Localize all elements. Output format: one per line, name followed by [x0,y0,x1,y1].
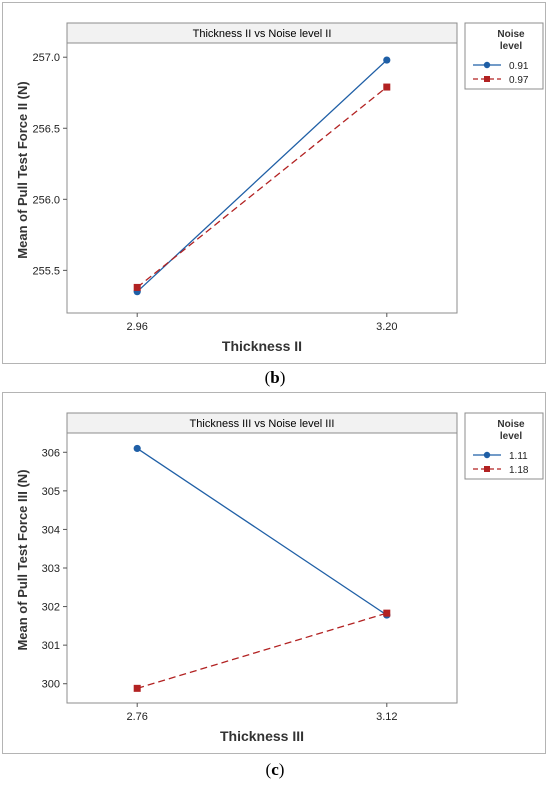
chart-panel-c-frame: Thickness III vs Noise level III 300 301 30… [2,392,546,754]
x-tick-label: 2.96 [126,321,147,333]
x-tick-label: 3.12 [376,711,397,723]
series-line-0.91 [136,59,388,293]
legend-marker-1.18 [484,466,490,472]
legend-title-line1: Noise [497,29,525,40]
data-point-0.97 [133,283,141,291]
x-tick-label: 2.76 [126,711,147,723]
data-point-0.91 [383,56,391,64]
plot-area [66,22,458,314]
data-point-0.97 [383,83,391,91]
chart-title-strip [66,22,458,44]
x-axis-label: Thickness II [222,338,302,354]
legend-marker-0.97 [484,76,490,82]
y-tick-label: 302 [42,602,60,614]
chart-title: Thickness III vs Noise level III [190,418,335,430]
y-tick-label: 256.5 [32,123,60,135]
x-tick-label: 3.20 [376,321,397,333]
panel-label-b: (b) [264,368,286,387]
chart-title-strip [66,412,458,434]
data-point-1.18 [383,609,391,617]
series-line-1.11 [136,447,388,616]
legend-label-0.97: 0.97 [509,75,529,86]
y-tick-label: 301 [42,640,60,652]
legend-title-line2: level [500,431,522,442]
y-tick-label: 306 [42,447,60,459]
chart-panel-b-frame: Thickness II vs Noise level II 255.5 256.0… [2,2,546,364]
legend-label-1.11: 1.11 [509,451,528,462]
legend-title-line2: level [500,41,522,52]
legend-marker-0.91 [483,61,491,69]
data-point-1.11 [133,444,141,453]
legend-box [464,412,544,480]
y-tick-label: 303 [42,563,60,575]
y-tick-label: 255.5 [32,265,60,277]
x-axis-label: Thickness III [220,728,304,744]
panel-label-c: (c) [265,760,285,779]
plot-area [66,412,458,704]
y-axis-label: Mean of Pull Test Force III (N) [15,469,30,650]
chart-title: Thickness II vs Noise level II [193,28,332,40]
legend-marker-1.11 [483,451,491,459]
data-point-1.18 [133,684,141,692]
y-tick-label: 304 [42,524,60,536]
y-axis-label: Mean of Pull Test Force II (N) [15,81,30,258]
y-tick-label: 257.0 [32,52,60,64]
legend-title-line1: Noise [497,419,525,430]
series-line-0.97 [136,86,388,288]
y-tick-label: 300 [42,679,60,691]
chart-c: Thickness III vs Noise level III 300 301 30… [15,412,544,744]
legend-label-1.18: 1.18 [509,465,529,476]
chart-b: Thickness II vs Noise level II 255.5 256.0… [15,22,544,354]
y-tick-label: 256.0 [32,194,60,206]
legend-label-0.91: 0.91 [509,61,529,72]
legend-box [464,22,544,90]
y-tick-label: 305 [42,486,60,498]
